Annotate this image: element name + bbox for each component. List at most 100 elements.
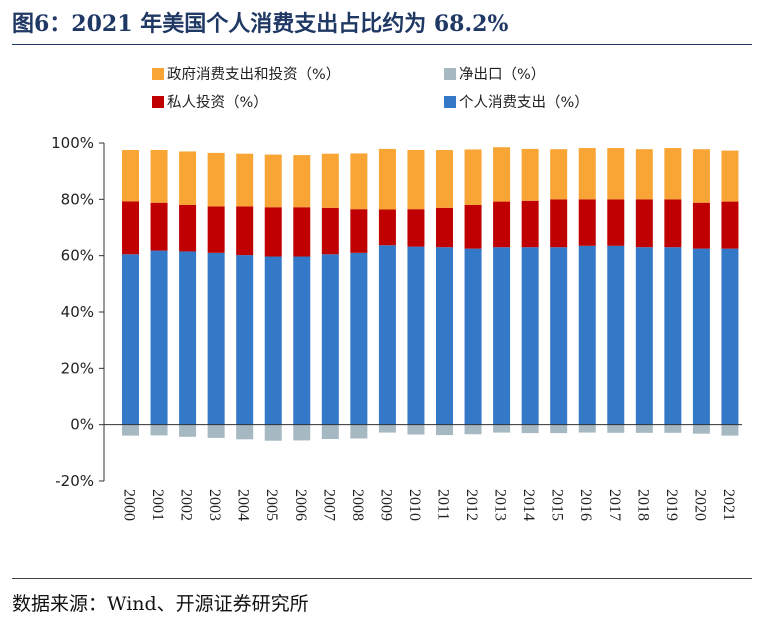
bar-segment [350, 209, 368, 253]
bar-segment [207, 206, 225, 253]
bar-segment [236, 255, 254, 425]
stacked-bar-chart: 政府消费支出和投资（%） 净出口（%） 私人投资（%） 个人消费支出（%） -20% 0… [51, 66, 742, 521]
bar-segment [664, 148, 682, 200]
bar-segment [692, 202, 710, 249]
legend-swatch [152, 68, 164, 80]
bar-segment [721, 248, 739, 425]
bar-segment [150, 250, 168, 425]
x-tick-label: 2019 [663, 489, 680, 521]
x-tick-label: 2000 [121, 489, 138, 521]
bar-segment [122, 201, 139, 255]
x-tick-label: 2017 [606, 489, 623, 521]
x-tick-label: 2002 [178, 489, 195, 521]
legend-label: 私人投资（%） [167, 94, 268, 111]
bar-segment [664, 247, 682, 425]
legend-swatch [444, 68, 456, 80]
bar-segment [521, 148, 539, 201]
bar-segment [607, 424, 625, 433]
y-tick-label: 20% [61, 359, 94, 377]
bar-segment [550, 247, 568, 425]
x-tick-label: 2009 [377, 489, 394, 521]
bar-segment [293, 256, 311, 425]
bar-segment [578, 245, 596, 425]
x-tick-label: 2006 [292, 489, 309, 521]
footer-rule [12, 578, 752, 579]
bar-segment [692, 248, 710, 425]
bar-segment [493, 424, 511, 433]
bar-segment [464, 149, 482, 205]
bar-segment [635, 424, 653, 433]
x-tick-label: 2012 [463, 489, 480, 521]
x-tick-label: 2011 [435, 489, 452, 520]
y-tick-label: -20% [55, 472, 94, 490]
bar-segment [179, 151, 197, 205]
legend-label: 个人消费支出（%） [459, 94, 589, 111]
x-tick-label: 2014 [520, 489, 537, 521]
y-tick-label: 60% [61, 247, 94, 265]
bar-segment [264, 154, 282, 208]
data-source: 数据来源：Wind、开源证券研究所 [12, 593, 309, 615]
y-axis: -20% 0% 20% 40% 60% 80% 100% [51, 134, 105, 490]
bar-segment [464, 204, 482, 249]
x-tick-label: 2020 [691, 489, 708, 521]
bar-segment [436, 424, 453, 436]
x-tick-label: 2001 [149, 489, 166, 521]
bar-segment [264, 207, 282, 257]
bar-segment [407, 209, 425, 247]
bar-segment [436, 207, 453, 248]
bar-segment [493, 247, 511, 425]
legend: 政府消费支出和投资（%） 净出口（%） 私人投资（%） 个人消费支出（%） [152, 66, 589, 111]
y-tick-label: 80% [61, 190, 94, 208]
bar-segment [464, 424, 482, 435]
legend-swatch [444, 96, 456, 108]
x-tick-label: 2015 [549, 489, 566, 521]
bar-segment [150, 150, 168, 203]
x-tick-label: 2018 [634, 489, 651, 521]
x-tick-label: 2004 [235, 489, 252, 521]
bar-segment [207, 252, 225, 425]
bar-segment [607, 199, 625, 246]
bar-segment [321, 207, 339, 255]
bar-segment [521, 247, 539, 425]
x-tick-label: 2007 [320, 489, 337, 521]
bar-segment [122, 254, 139, 425]
bar-segment [578, 199, 596, 246]
bar-segment [464, 248, 482, 425]
bar-segment [721, 201, 739, 249]
bar-segment [264, 256, 282, 425]
bar-segment [350, 252, 368, 425]
bar-segment [150, 202, 168, 251]
bar-segment [179, 204, 197, 252]
bar-segment [664, 424, 682, 433]
x-tick-label: 2005 [263, 489, 280, 521]
bar-segment [179, 424, 197, 437]
x-tick-label: 2021 [720, 489, 737, 521]
bar-segment [122, 424, 139, 436]
bar-segment [721, 424, 739, 436]
bar-segment [493, 147, 511, 202]
bar-segment [635, 149, 653, 200]
bar-segment [321, 424, 339, 440]
bar-segment [207, 152, 225, 207]
bar-segment [635, 199, 653, 248]
bar-segment [378, 245, 396, 425]
bar-segment [407, 246, 425, 425]
bar-segment [607, 245, 625, 425]
chart-title: 图6：2021 年美国个人消费支出占比约为 68.2% [12, 11, 509, 37]
bar-segment [122, 150, 139, 202]
y-tick-label: 40% [61, 303, 94, 321]
bar-segment [150, 424, 168, 436]
title-rule [12, 44, 752, 45]
x-tick-label: 2013 [492, 489, 509, 521]
bar-segment [635, 247, 653, 425]
legend-label: 净出口（%） [459, 66, 545, 83]
bar-segment [550, 199, 568, 248]
x-tick-label: 2016 [577, 489, 594, 521]
bar-segment [493, 201, 511, 248]
bar-segment [378, 148, 396, 210]
y-tick-label: 100% [51, 134, 94, 152]
bar-segment [407, 424, 425, 435]
bar-segment [293, 207, 311, 257]
bar-segment [236, 206, 254, 256]
x-tick-label: 2003 [206, 489, 223, 521]
